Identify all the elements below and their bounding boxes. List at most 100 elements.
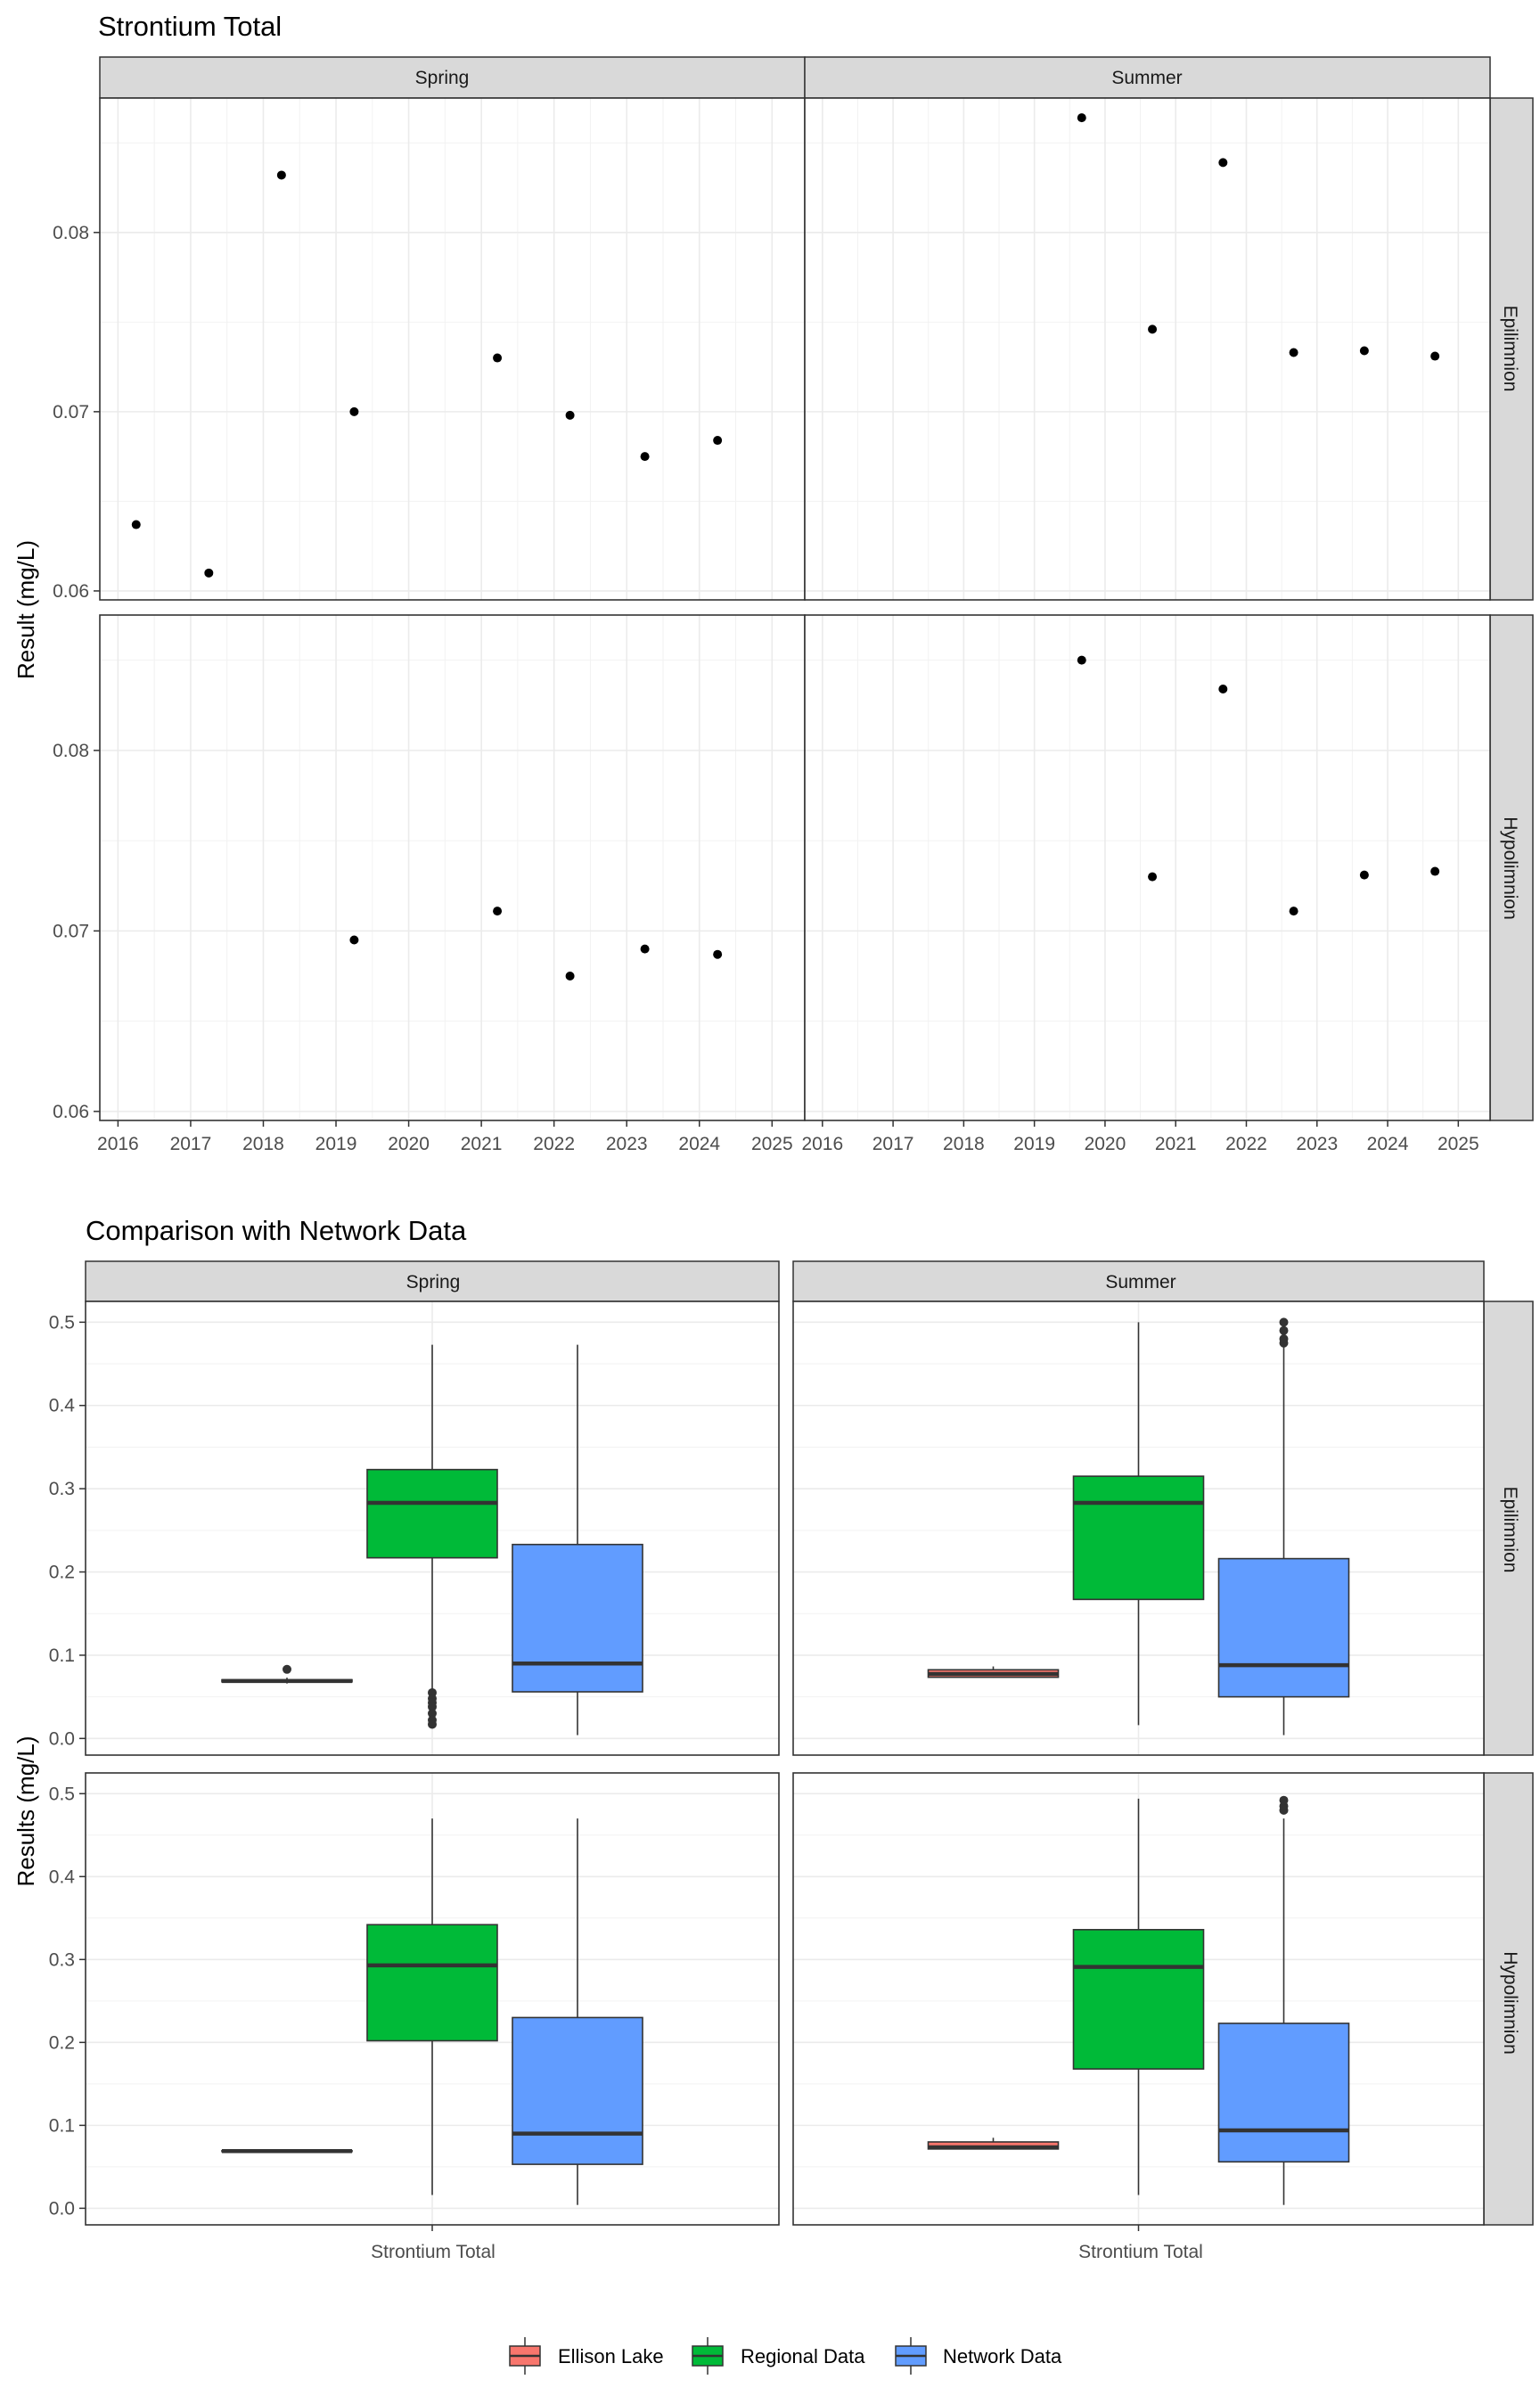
box-regional-data <box>366 1344 498 1729</box>
y-tick-label: 0.1 <box>49 1645 75 1666</box>
chart2-strip-hypolimnion: Hypolimnion <box>1500 1951 1520 2055</box>
chart1-strip-summer-bg <box>804 56 1491 99</box>
x-tick-label: 2016 <box>801 1134 843 1154</box>
chart2-strip-epilimnion: Epilimnion <box>1500 1487 1520 1573</box>
box-body <box>512 1543 643 1693</box>
chart2-panel-spring-hypolimnion <box>85 1772 780 2226</box>
data-point <box>1148 872 1158 882</box>
box-regional-data <box>1072 1798 1205 2195</box>
chart1-strip-summer: Summer <box>1111 68 1182 88</box>
box-outlier <box>428 1719 437 1729</box>
box-outlier <box>428 1702 437 1711</box>
box-body <box>1072 1475 1205 1601</box>
chart2-x-tick-label-summer: Strontium Total <box>1078 2242 1203 2262</box>
chart1-panel-summer-hypolimnion <box>804 614 1491 1121</box>
chart2-strip-epilimnion-bg <box>1483 1301 1534 1756</box>
data-point <box>349 406 359 416</box>
box-body <box>512 2016 643 2165</box>
box-outlier <box>428 1709 437 1719</box>
chart-strontium-total: Strontium Total Result (mg/L) 0.060.070.… <box>12 11 1534 1154</box>
data-point <box>493 353 503 363</box>
x-tick-label: 2024 <box>1367 1134 1409 1154</box>
data-point <box>713 949 723 959</box>
legend: Ellison Lake Regional Data Network Data <box>509 2337 1062 2375</box>
y-tick-label: 0.06 <box>53 1102 89 1122</box>
x-tick-label: 2018 <box>242 1134 284 1154</box>
chart2-panel-summer-hypolimnion <box>792 1772 1485 2226</box>
box-network-data <box>512 1818 643 2205</box>
chart2-panel-spring-epilimnion <box>85 1301 780 1756</box>
y-tick-label: 0.3 <box>49 1949 75 1970</box>
data-point <box>276 170 286 180</box>
data-point <box>640 452 650 462</box>
chart2-strip-summer: Summer <box>1105 1272 1175 1292</box>
chart1-panel-spring-hypolimnion <box>99 614 806 1121</box>
y-tick-label: 0.2 <box>49 2032 75 2053</box>
y-tick-label: 0.06 <box>53 581 89 602</box>
x-tick-label: 2016 <box>97 1134 139 1154</box>
chart1-panel-summer-hypolimnion-bg <box>805 615 1490 1120</box>
chart1-panel-summer-hypolimnion-border <box>804 614 1491 1121</box>
chart-comparison-network: Comparison with Network Data Results (mg… <box>12 1215 1534 2375</box>
chart1-strip-spring: Spring <box>415 68 470 88</box>
x-tick-label: 2022 <box>533 1134 575 1154</box>
chart2-panels: 0.0 0.1 0.2 0.3 0.4 0.5 0.0 0.1 0.2 0.3 0.4 0.5 <box>49 1260 1534 2231</box>
chart1-strip-epilimnion-bg <box>1489 97 1534 601</box>
box-ellison-lake <box>221 1664 353 1684</box>
legend-label-regional-data: Regional Data <box>741 2345 865 2367</box>
box-ellison-lake <box>927 1666 1060 1678</box>
legend-label-network-data: Network Data <box>943 2345 1062 2367</box>
box-outlier <box>1279 1334 1289 1344</box>
data-point <box>493 907 503 916</box>
chart2-strip-spring: Spring <box>406 1272 461 1292</box>
y-tick-label: 0.5 <box>49 1312 75 1333</box>
box-body <box>366 1924 498 2042</box>
box-outlier <box>1279 1317 1289 1327</box>
data-point <box>131 520 141 529</box>
chart2-y-axis-title: Results (mg/L) <box>12 1735 39 1886</box>
data-point <box>1218 158 1228 168</box>
chart2-strip-spring-bg <box>85 1260 780 1302</box>
y-tick-label: 0.08 <box>53 223 89 243</box>
legend-item-ellison-lake: Ellison Lake <box>509 2337 664 2375</box>
chart2-strip-hypolimnion-bg <box>1483 1772 1534 2226</box>
data-point <box>1289 348 1298 357</box>
x-tick-label: 2019 <box>1013 1134 1055 1154</box>
box-body <box>1217 1557 1350 1698</box>
data-point <box>204 568 214 578</box>
x-tick-label: 2023 <box>1296 1134 1338 1154</box>
chart2-title: Comparison with Network Data <box>86 1215 467 1246</box>
chart1-panel-summer-epilimnion-border <box>804 97 1491 601</box>
y-tick-label: 0.3 <box>49 1479 75 1499</box>
x-tick-label: 2021 <box>1155 1134 1197 1154</box>
box-outlier <box>283 1664 291 1674</box>
data-point <box>640 944 650 954</box>
box-body <box>1072 1929 1205 2070</box>
data-point <box>1359 870 1369 880</box>
chart2-strip-summer-bg <box>792 1260 1485 1302</box>
chart1-panel-spring-hypolimnion-bg <box>100 615 805 1120</box>
chart1-strip-epilimnion: Epilimnion <box>1500 306 1520 392</box>
chart1-strip-spring-bg <box>99 56 806 99</box>
y-tick-label: 0.2 <box>49 1563 75 1583</box>
y-tick-label: 0.4 <box>49 1396 76 1416</box>
box-regional-data <box>366 1818 498 2195</box>
box-outlier <box>1279 1795 1289 1805</box>
chart2-panel-summer-epilimnion <box>792 1301 1485 1756</box>
y-tick-label: 0.1 <box>49 2115 75 2136</box>
data-point <box>1218 685 1228 694</box>
legend-label-ellison-lake: Ellison Lake <box>558 2345 664 2367</box>
data-point <box>565 410 575 420</box>
legend-item-network-data: Network Data <box>895 2337 1062 2375</box>
chart2-panel-summer-epilimnion-border <box>792 1301 1485 1756</box>
chart2-panel-spring-epilimnion-border <box>85 1301 780 1756</box>
data-point <box>1077 655 1086 665</box>
box-network-data <box>1217 1317 1350 1735</box>
y-tick-label: 0.07 <box>53 921 89 941</box>
chart1-title: Strontium Total <box>98 11 282 42</box>
chart1-panel-summer-epilimnion-bg <box>805 98 1490 600</box>
data-point <box>1430 866 1440 876</box>
x-tick-label: 2024 <box>678 1134 720 1154</box>
data-point <box>1077 113 1086 123</box>
box-regional-data <box>1072 1322 1205 1726</box>
